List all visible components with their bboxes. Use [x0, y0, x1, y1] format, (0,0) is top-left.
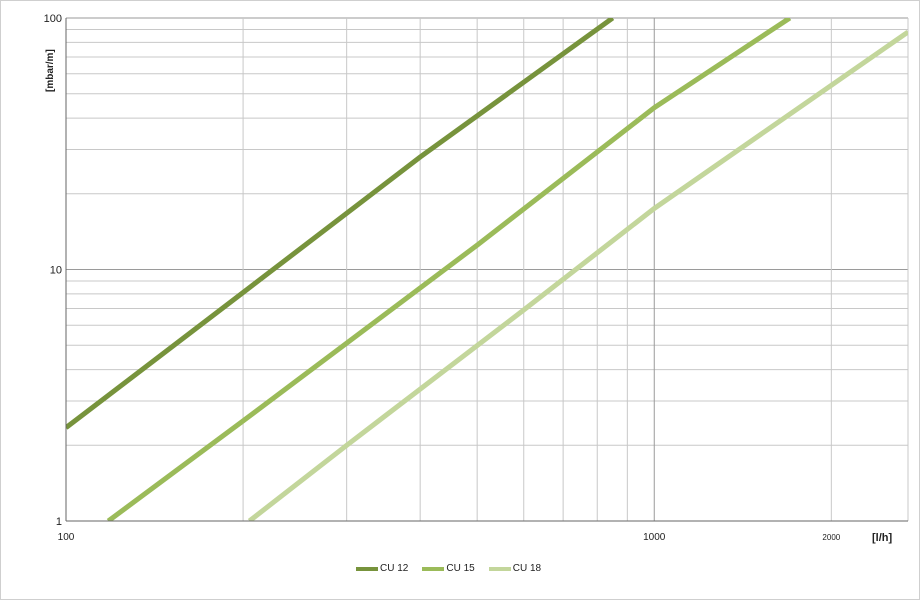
legend-label: CU 12 — [380, 563, 409, 574]
legend-swatch — [356, 566, 378, 571]
y-tick-label: 1 — [56, 516, 62, 528]
y-axis-label: [mbar/m] — [45, 49, 56, 92]
legend: CU 12 CU 15 CU 18 — [356, 563, 541, 574]
x-tick-label: 100 — [58, 532, 75, 543]
series-layer — [66, 18, 908, 521]
x-tick-label: 2000 — [822, 533, 840, 542]
legend-label: CU 18 — [512, 563, 542, 574]
series-line-cu-18 — [247, 29, 908, 521]
y-tick-label: 100 — [44, 13, 62, 25]
series-line-cu-15 — [106, 18, 792, 521]
y-tick-label: 10 — [50, 265, 62, 277]
grid-layer — [65, 17, 909, 522]
legend-item: CU 15 — [422, 563, 475, 574]
legend-swatch — [422, 566, 445, 571]
legend-label: CU 15 — [446, 563, 475, 574]
series-line-cu-12 — [66, 18, 615, 430]
x-tick-label: 1000 — [643, 532, 666, 543]
axis-layer: 1 10 100 100 1000 2000 — [44, 13, 908, 543]
legend-item: CU 18 — [488, 563, 542, 574]
legend-swatch — [488, 566, 511, 571]
x-axis-label: [l/h] — [872, 532, 892, 544]
legend-item: CU 12 — [356, 563, 408, 574]
